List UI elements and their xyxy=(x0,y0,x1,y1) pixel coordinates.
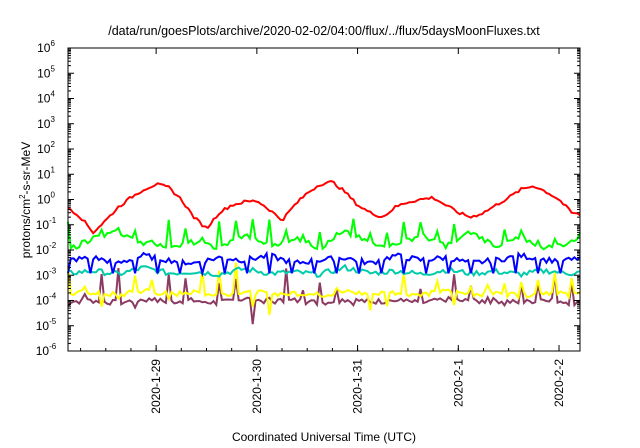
y-tick-label: 10-3 xyxy=(36,266,57,282)
series-layer xyxy=(67,179,581,325)
y-tick-label: 10-1 xyxy=(36,216,57,232)
series-line xyxy=(67,218,581,251)
y-tick-label: 10-4 xyxy=(36,292,57,308)
y-tick-label: 103 xyxy=(37,115,55,131)
x-tick-label: 2020-1-31 xyxy=(351,359,365,414)
series-line xyxy=(67,268,581,325)
y-tick-label: 106 xyxy=(37,39,55,55)
chart-title: /data/run/goesPlots/archive/2020-02-02/0… xyxy=(108,24,540,38)
series-line xyxy=(67,250,581,278)
y-tick-label: 10-6 xyxy=(36,342,57,358)
y-tick-label: 10-5 xyxy=(36,317,57,333)
y-axis: 10-6 10-5 10-4 10-3 10-2 10-1 100 101 102 103 104 1… xyxy=(36,39,580,358)
y-axis-label: protons/cm2-s-sr-MeV xyxy=(18,142,33,258)
x-tick-label: 2020-2-2 xyxy=(552,359,566,407)
y-tick-label: 101 xyxy=(37,165,55,181)
x-axis-label: Coordinated Universal Time (UTC) xyxy=(232,430,416,444)
x-axis: 2020-1-29 2020-1-30 2020-1-31 2020-2-1 2020-… xyxy=(80,48,566,414)
y-tick-label: 100 xyxy=(37,191,55,207)
y-axis-label-superscript: 2 xyxy=(18,194,27,199)
y-tick-label: 105 xyxy=(37,64,55,80)
x-tick-label: 2020-1-29 xyxy=(149,359,163,414)
series-line xyxy=(67,262,581,316)
y-axis-label-suffix: -s-sr-MeV xyxy=(19,142,33,195)
x-tick-label: 2020-1-30 xyxy=(250,359,264,414)
y-tick-label: 102 xyxy=(37,140,55,156)
y-tick-label: 104 xyxy=(37,90,55,106)
y-axis-label-prefix: protons/cm xyxy=(19,199,33,258)
plot-frame xyxy=(67,47,581,352)
x-tick-label: 2020-2-1 xyxy=(451,359,465,407)
series-line xyxy=(67,263,581,279)
y-tick-label: 10-2 xyxy=(36,241,57,257)
series-line xyxy=(67,179,581,235)
